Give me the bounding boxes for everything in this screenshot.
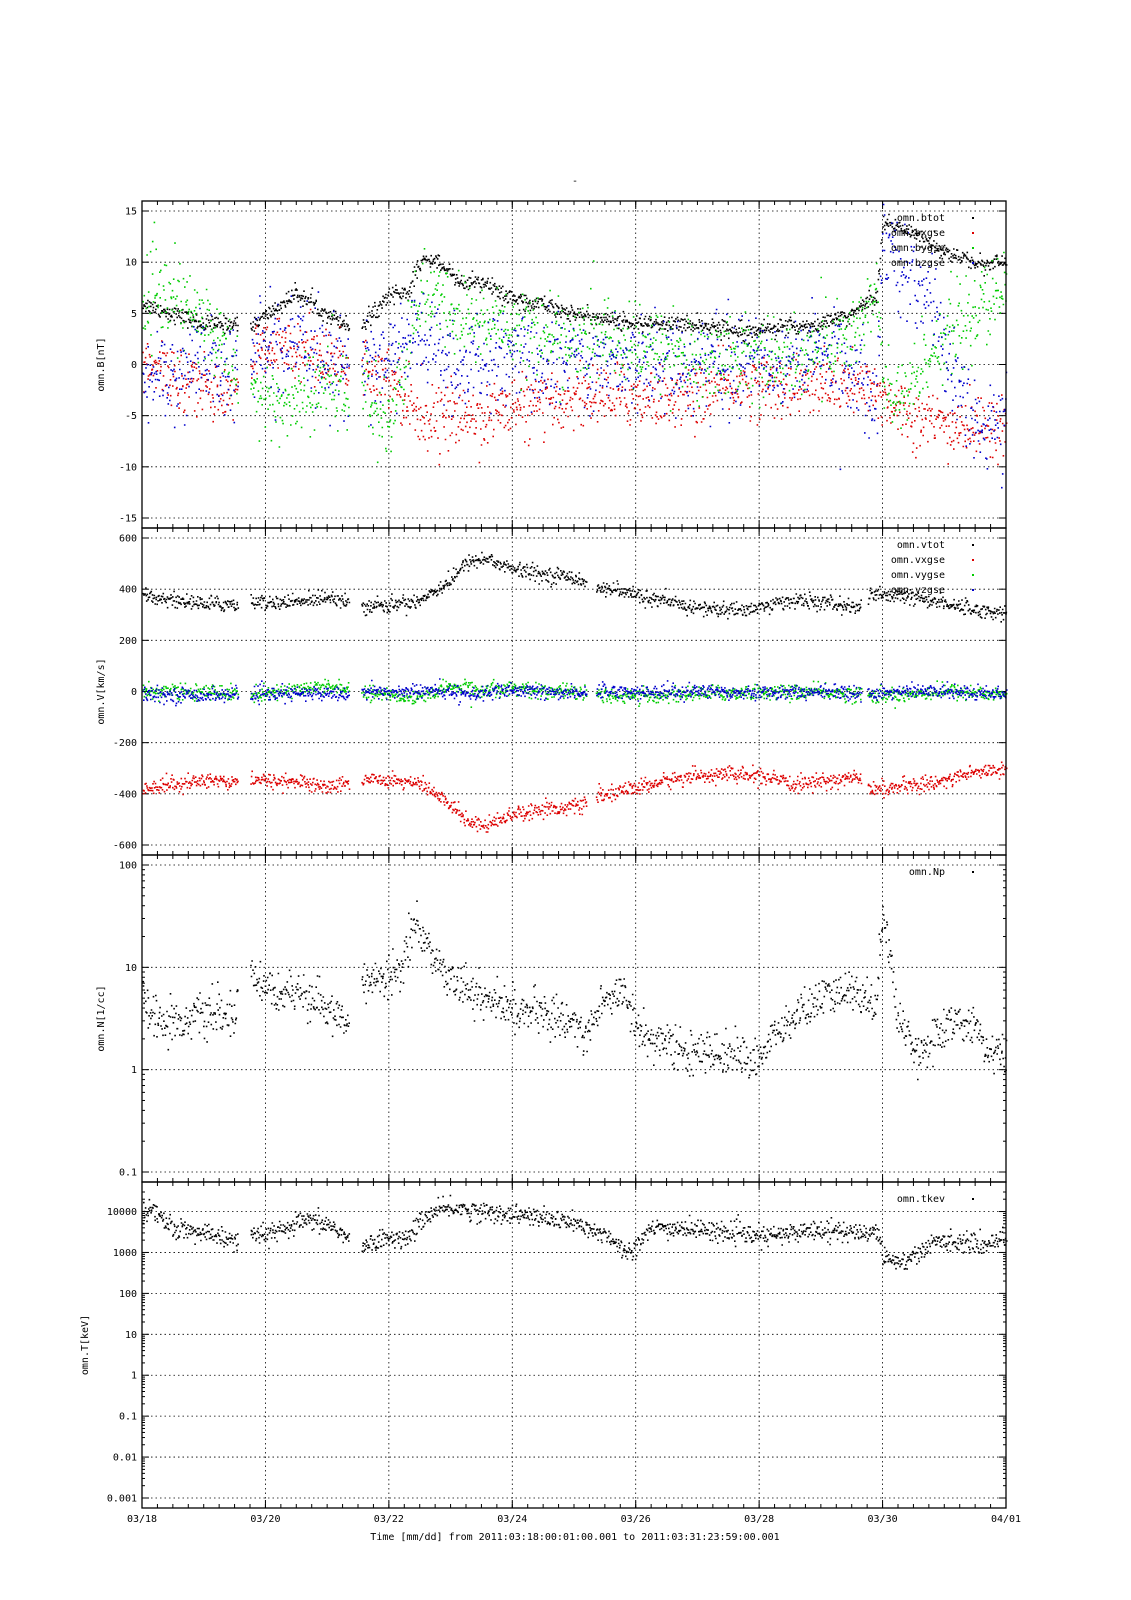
x-tick-label: 03/20 [250, 1514, 280, 1525]
y-tick-label: 15 [125, 207, 137, 218]
legend-marker [972, 574, 974, 576]
series-omn-vxgse [142, 761, 1008, 833]
data-points [142, 203, 1008, 489]
y-axis-label: omn.T[keV] [80, 1315, 91, 1375]
y-tick-label: 0.1 [119, 1168, 137, 1179]
x-tick-label: 03/18 [127, 1514, 157, 1525]
data-points [142, 900, 1008, 1081]
plot-frame [141, 1181, 1007, 1509]
legend-label: omn.bxgse [891, 228, 945, 239]
panel-4: 10000 1000 100 10 1 0.1 0.01 0.001 omn.T[keV] omn… [80, 1181, 1008, 1509]
legend-marker [972, 544, 974, 546]
x-tick-label: 03/28 [744, 1514, 774, 1525]
panels: 151050-5-10-15omn.B[nT]omn.btotomn.bxgse… [80, 200, 1021, 1525]
series-omn-bzgse [142, 203, 1008, 489]
legend-label: omn.Np [909, 867, 945, 878]
y-tick-label: 100 [119, 861, 137, 872]
legend-label: omn.vtot [897, 540, 945, 551]
legend-marker [972, 262, 974, 264]
panel-1: 15 10 5 0 -5 -10 -15 omn.B[nT] omn.btot omn.bxgse… [96, 200, 1008, 529]
y-tick-label: 400 [119, 585, 137, 596]
y-tick-label: -600 [113, 841, 137, 852]
y-tick-label: 10 [125, 258, 137, 269]
y-tick-label: 1 [131, 1371, 137, 1382]
legend-marker [972, 589, 974, 591]
y-tick-label: 10000 [107, 1207, 137, 1218]
y-tick-label: 0.1 [119, 1412, 137, 1423]
y-tick-label: 100 [119, 1289, 137, 1300]
data-points [142, 221, 1008, 464]
x-tick-label: 03/24 [497, 1514, 527, 1525]
series-omn-vygse [142, 678, 1008, 709]
y-tick-label: 200 [119, 636, 137, 647]
figure-title: - [572, 176, 578, 187]
legend-label: omn.btot [897, 213, 945, 224]
legend-label: omn.vxgse [891, 555, 945, 566]
series-omn-vtot [142, 551, 1008, 623]
data-points [142, 678, 1008, 709]
data-points [142, 761, 1008, 833]
y-tick-label: -15 [119, 514, 137, 525]
y-tick-label: 1000 [113, 1248, 137, 1259]
legend-label: omn.tkev [897, 1194, 945, 1205]
x-tick-label: 03/22 [374, 1514, 404, 1525]
series-omn-Np [142, 900, 1008, 1081]
panel-2: 600 400 200 0 -200 -400 -600 omn.V[km/s] omn.vto… [96, 527, 1008, 856]
series-omn-bxgse [142, 308, 1008, 466]
legend-label: omn.bzgse [891, 258, 945, 269]
y-tick-label: -5 [125, 411, 137, 422]
legend-marker [972, 247, 974, 249]
y-axis-label: omn.B[nT] [96, 337, 107, 391]
series-omn-btot [142, 213, 1008, 345]
legend-marker [972, 217, 974, 219]
series-omn-tkev [142, 1194, 1008, 1270]
y-tick-label: 0.01 [113, 1453, 137, 1464]
data-points [142, 551, 1008, 623]
y-tick-label: -400 [113, 789, 137, 800]
x-axis-label: Time [mm/dd] from 2011:03:18:00:01:00.00… [370, 1532, 779, 1543]
x-tick-label: 03/26 [621, 1514, 651, 1525]
y-tick-label: -200 [113, 738, 137, 749]
y-tick-label: 0.001 [107, 1494, 137, 1505]
y-tick-label: 10 [125, 1330, 137, 1341]
legend-marker [972, 1198, 974, 1200]
series-omn-bygse [142, 221, 1008, 464]
legend-label: omn.bygse [891, 243, 945, 254]
x-tick-label: 04/01 [991, 1514, 1021, 1525]
x-tick-label: 03/30 [868, 1514, 898, 1525]
y-tick-label: 600 [119, 534, 137, 545]
legend-marker [972, 559, 974, 561]
legend-marker [972, 871, 974, 873]
data-points [142, 1194, 1008, 1270]
data-points [142, 213, 1008, 345]
legend-label: omn.vzgse [891, 585, 945, 596]
data-points [142, 308, 1008, 466]
panel-3: 100 10 1 0.1 omn.N[1/cc] omn.Np [96, 854, 1008, 1183]
y-tick-label: 0 [131, 360, 137, 371]
y-tick-label: -10 [119, 462, 137, 473]
y-tick-label: 0 [131, 687, 137, 698]
legend-marker [972, 232, 974, 234]
y-tick-label: 1 [131, 1065, 137, 1076]
y-tick-label: 10 [125, 963, 137, 974]
legend-label: omn.vygse [891, 570, 945, 581]
y-axis-label: omn.V[km/s] [96, 658, 107, 724]
plot-frame [141, 854, 1007, 1183]
y-axis-label: omn.N[1/cc] [96, 985, 107, 1051]
y-tick-label: 5 [131, 309, 137, 320]
